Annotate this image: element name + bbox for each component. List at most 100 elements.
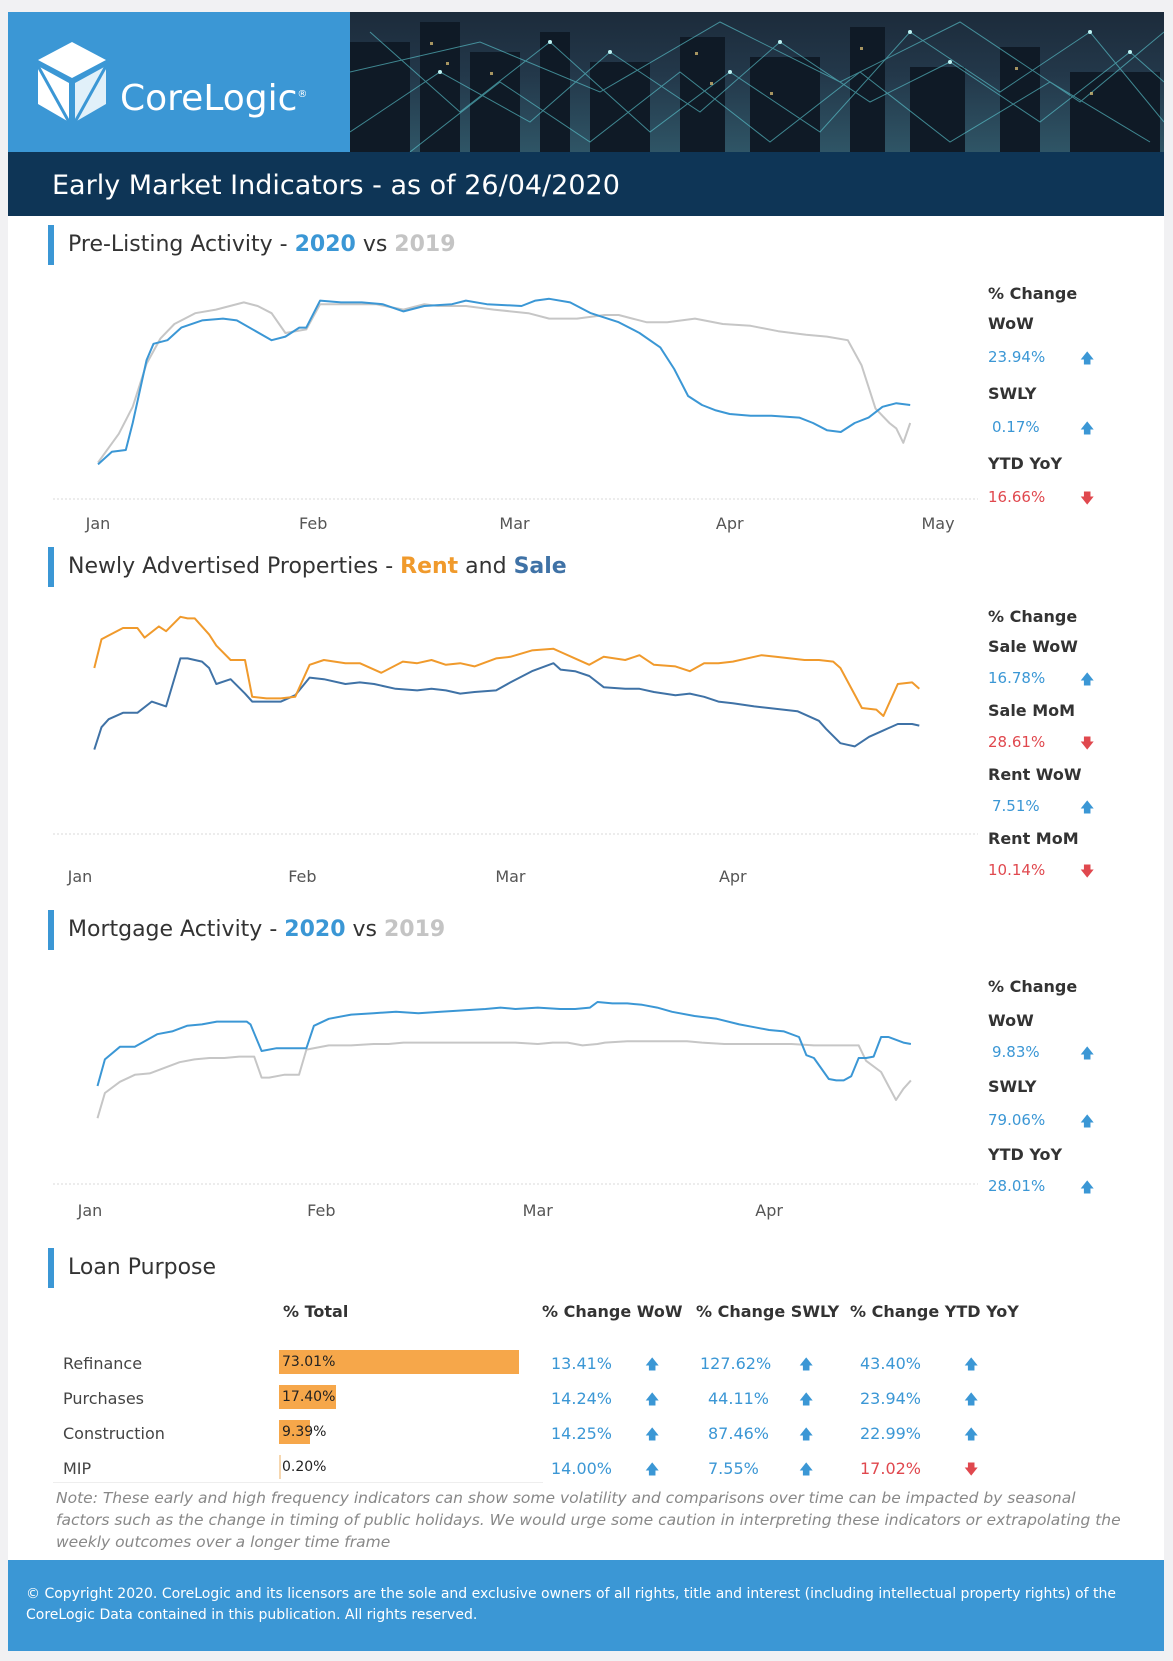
series-line-rent [93, 615, 920, 717]
loan-swly-value: 127.62% [700, 1354, 772, 1373]
arrow-down-icon: 🡇 [1080, 491, 1095, 507]
x-tick-label: Mar [523, 1201, 554, 1220]
mortgage-label-2019: 2019 [383, 917, 446, 942]
arrow-up-icon: 🡅 [1080, 1180, 1095, 1196]
loan-purpose-title: Loan Purpose [48, 1248, 216, 1288]
series-line-2020 [96, 1001, 912, 1087]
newly-title-prefix: Newly Advertised Properties - [68, 554, 401, 579]
series-line-sale [93, 657, 920, 750]
newly-sale-mom-value: 28.61% [988, 733, 1046, 751]
x-tick-label: Jan [85, 514, 111, 533]
arrow-up-icon: 🡅 [964, 1392, 979, 1408]
loan-wow-value: 14.25% [551, 1424, 613, 1443]
x-tick-label: Mar [495, 867, 526, 886]
newly-title: Newly Advertised Properties - Rent and S… [48, 547, 567, 587]
x-tick-label: Apr [719, 867, 747, 886]
arrow-up-icon: 🡅 [645, 1392, 660, 1408]
loan-wow-value: 14.24% [551, 1389, 613, 1408]
city-network-banner [350, 12, 1164, 152]
loan-ytd-value: 43.40% [860, 1354, 922, 1373]
x-tick-label: Apr [716, 514, 744, 533]
copyright-text: © Copyright 2020. CoreLogic and its lice… [26, 1586, 1116, 1623]
prelisting-wow-label: WoW [988, 314, 1034, 333]
loan-header-swly: % Change SWLY [696, 1302, 840, 1321]
arrow-down-icon: 🡇 [1080, 864, 1095, 880]
loan-total-value: 9.39% [282, 1424, 327, 1440]
arrow-up-icon: 🡅 [1080, 1046, 1095, 1062]
x-tick-label: Jan [77, 1201, 103, 1220]
page-title: Early Market Indicators - as of 26/04/20… [52, 170, 620, 201]
newly-label-sale: Sale [513, 554, 567, 579]
prelisting-change-heading: % Change [988, 284, 1078, 303]
title-bar [8, 152, 1164, 216]
x-tick-label: May [921, 514, 954, 533]
prelisting-title-prefix: Pre-Listing Activity - [68, 232, 295, 257]
prelisting-label-vs: vs [355, 232, 395, 257]
mortgage-swly-label: SWLY [988, 1077, 1037, 1096]
loan-header-wow: % Change WoW [542, 1302, 683, 1321]
mortgage-label-2020: 2020 [284, 917, 346, 942]
loan-total-bar [279, 1385, 337, 1409]
loan-wow-value: 14.00% [551, 1459, 613, 1478]
prelisting-swly-value: 0.17% [992, 418, 1040, 436]
mortgage-ytd-value: 28.01% [988, 1177, 1046, 1195]
arrow-up-icon: 🡅 [645, 1357, 660, 1373]
loan-wow-value: 13.41% [551, 1354, 613, 1373]
mortgage-wow-label: WoW [988, 1011, 1034, 1030]
arrow-up-icon: 🡅 [1080, 1114, 1095, 1130]
brand-panel: CoreLogic® [8, 12, 350, 152]
arrow-up-icon: 🡅 [964, 1357, 979, 1373]
newly-rent-wow-label: Rent WoW [988, 765, 1082, 784]
loan-table-baseline [53, 1482, 543, 1483]
x-tick-label: Feb [307, 1201, 335, 1220]
newly-sale-mom-label: Sale MoM [988, 701, 1076, 720]
newly-sale-wow-label: Sale WoW [988, 637, 1078, 656]
prelisting-label-2019: 2019 [394, 232, 456, 257]
loan-total-value: 0.20% [282, 1459, 327, 1475]
arrow-up-icon: 🡅 [799, 1357, 814, 1373]
arrow-up-icon: 🡅 [1080, 800, 1095, 816]
prelisting-wow-value: 23.94% [988, 348, 1046, 366]
mortgage-ytd-label: YTD YoY [988, 1145, 1063, 1164]
x-tick-label: Apr [755, 1201, 783, 1220]
loan-swly-value: 87.46% [708, 1424, 770, 1443]
loan-total-value: 73.01% [282, 1354, 336, 1370]
disclaimer-note: Note: These early and high frequency ind… [56, 1489, 1121, 1551]
loan-total-bar [279, 1455, 281, 1479]
loan-row-label: Construction [63, 1424, 165, 1443]
prelisting-chart: Jan Feb Mar Apr May [53, 297, 978, 533]
loan-ytd-value: 23.94% [860, 1389, 922, 1408]
loan-total-value: 17.40% [282, 1389, 336, 1405]
corelogic-cube-logo-icon [36, 42, 108, 123]
newly-rent-mom-label: Rent MoM [988, 829, 1079, 848]
arrow-up-icon: 🡅 [645, 1462, 660, 1478]
arrow-up-icon: 🡅 [645, 1427, 660, 1443]
loan-swly-value: 7.55% [708, 1459, 759, 1478]
registered-mark: ® [297, 89, 308, 100]
x-tick-label: Feb [288, 867, 316, 886]
loan-swly-value: 44.11% [708, 1389, 770, 1408]
arrow-up-icon: 🡅 [799, 1427, 814, 1443]
newly-label-and: and [458, 554, 514, 579]
loan-header-ytd: % Change YTD YoY [850, 1302, 1019, 1321]
mortgage-chart: Jan Feb Mar Apr [53, 1001, 978, 1220]
newly-rent-wow-value: 7.51% [992, 797, 1040, 815]
mortgage-change-heading: % Change [988, 977, 1078, 996]
newly-label-rent: Rent [400, 554, 459, 579]
arrow-up-icon: 🡅 [1080, 672, 1095, 688]
mortgage-swly-value: 79.06% [988, 1111, 1046, 1129]
series-line-2020 [97, 297, 911, 466]
arrow-up-icon: 🡅 [799, 1462, 814, 1478]
arrow-up-icon: 🡅 [1080, 421, 1095, 437]
x-tick-label: Mar [499, 514, 530, 533]
x-tick-label: Feb [299, 514, 327, 533]
arrow-down-icon: 🡇 [1080, 736, 1095, 752]
series-line-2019 [96, 1040, 912, 1119]
newly-change-heading: % Change [988, 607, 1078, 626]
report-page: CoreLogic® [8, 12, 1164, 1651]
loan-row-label: Refinance [63, 1354, 143, 1373]
loan-total-bar [279, 1420, 310, 1444]
newly-rent-mom-value: 10.14% [988, 861, 1046, 879]
mortgage-wow-value: 9.83% [992, 1043, 1040, 1061]
footer-bar [8, 1560, 1164, 1651]
